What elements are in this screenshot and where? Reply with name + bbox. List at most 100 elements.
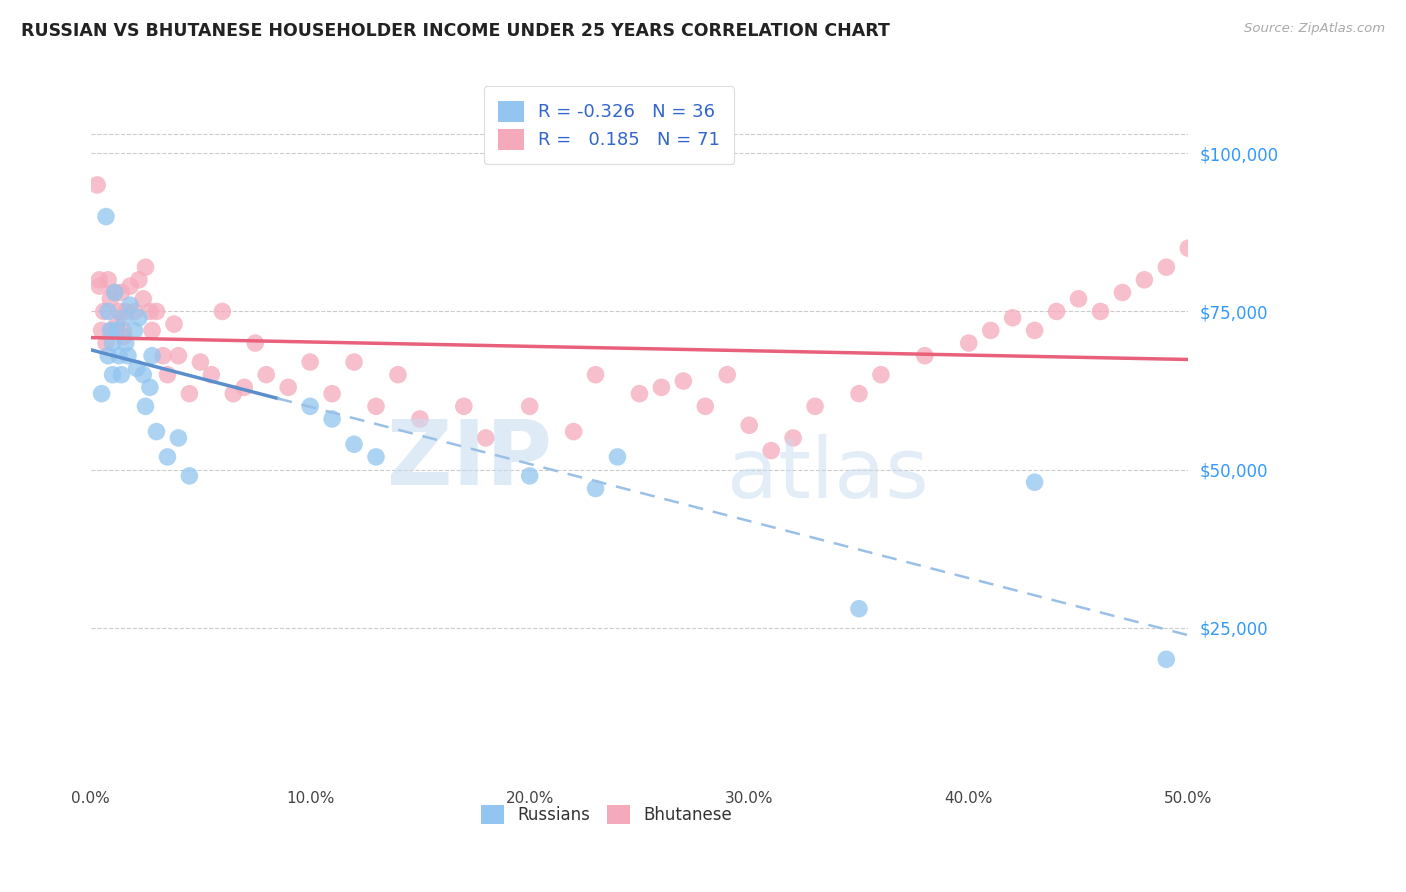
Point — [139, 380, 162, 394]
Point — [782, 431, 804, 445]
Point — [97, 304, 120, 318]
Point — [738, 418, 761, 433]
Point — [86, 178, 108, 192]
Point — [128, 273, 150, 287]
Point — [1090, 304, 1112, 318]
Point — [179, 469, 201, 483]
Point — [364, 450, 387, 464]
Point — [97, 273, 120, 287]
Point — [132, 368, 155, 382]
Point — [112, 310, 135, 325]
Point — [179, 386, 201, 401]
Point — [1024, 323, 1046, 337]
Point — [254, 368, 277, 382]
Point — [585, 368, 607, 382]
Point — [321, 386, 343, 401]
Point — [695, 400, 717, 414]
Point — [1156, 652, 1178, 666]
Point — [321, 412, 343, 426]
Point — [1177, 241, 1199, 255]
Point — [89, 273, 111, 287]
Point — [141, 323, 163, 337]
Point — [957, 336, 980, 351]
Point — [141, 349, 163, 363]
Point — [134, 400, 156, 414]
Point — [980, 323, 1002, 337]
Point — [104, 285, 127, 300]
Point — [222, 386, 245, 401]
Point — [108, 349, 131, 363]
Point — [804, 400, 827, 414]
Point — [152, 349, 174, 363]
Point — [343, 355, 366, 369]
Point — [101, 323, 124, 337]
Point — [100, 292, 122, 306]
Point — [117, 349, 139, 363]
Point — [90, 323, 112, 337]
Point — [167, 431, 190, 445]
Point — [1024, 475, 1046, 490]
Point — [453, 400, 475, 414]
Point — [1001, 310, 1024, 325]
Point — [145, 304, 167, 318]
Point — [299, 355, 322, 369]
Point — [299, 400, 322, 414]
Point — [914, 349, 936, 363]
Point — [387, 368, 409, 382]
Point — [89, 279, 111, 293]
Point — [125, 361, 148, 376]
Point — [562, 425, 585, 439]
Point — [870, 368, 893, 382]
Point — [112, 330, 135, 344]
Point — [672, 374, 695, 388]
Point — [128, 310, 150, 325]
Point — [93, 304, 115, 318]
Point — [167, 349, 190, 363]
Point — [90, 386, 112, 401]
Point — [1133, 273, 1156, 287]
Point — [105, 317, 128, 331]
Point — [848, 601, 870, 615]
Point — [1111, 285, 1133, 300]
Point — [132, 292, 155, 306]
Point — [716, 368, 738, 382]
Point — [409, 412, 432, 426]
Point — [124, 304, 146, 318]
Point — [114, 304, 136, 318]
Point — [200, 368, 222, 382]
Point — [628, 386, 651, 401]
Text: ZIP: ZIP — [387, 416, 551, 504]
Point — [1156, 260, 1178, 275]
Point — [120, 279, 142, 293]
Point — [94, 210, 117, 224]
Point — [101, 336, 124, 351]
Point — [97, 349, 120, 363]
Point — [759, 443, 782, 458]
Point — [1045, 304, 1067, 318]
Point — [110, 368, 132, 382]
Point — [190, 355, 212, 369]
Point — [94, 336, 117, 351]
Point — [245, 336, 267, 351]
Text: Source: ZipAtlas.com: Source: ZipAtlas.com — [1244, 22, 1385, 36]
Point — [108, 304, 131, 318]
Point — [110, 285, 132, 300]
Point — [1067, 292, 1090, 306]
Point — [233, 380, 256, 394]
Point — [156, 450, 179, 464]
Point — [101, 368, 124, 382]
Legend: Russians, Bhutanese: Russians, Bhutanese — [471, 795, 742, 834]
Point — [343, 437, 366, 451]
Point — [585, 482, 607, 496]
Point — [114, 336, 136, 351]
Point — [139, 304, 162, 318]
Point — [100, 323, 122, 337]
Point — [364, 400, 387, 414]
Text: RUSSIAN VS BHUTANESE HOUSEHOLDER INCOME UNDER 25 YEARS CORRELATION CHART: RUSSIAN VS BHUTANESE HOUSEHOLDER INCOME … — [21, 22, 890, 40]
Point — [606, 450, 628, 464]
Point — [156, 368, 179, 382]
Text: atlas: atlas — [727, 434, 929, 515]
Point — [475, 431, 498, 445]
Point — [277, 380, 299, 394]
Point — [124, 323, 146, 337]
